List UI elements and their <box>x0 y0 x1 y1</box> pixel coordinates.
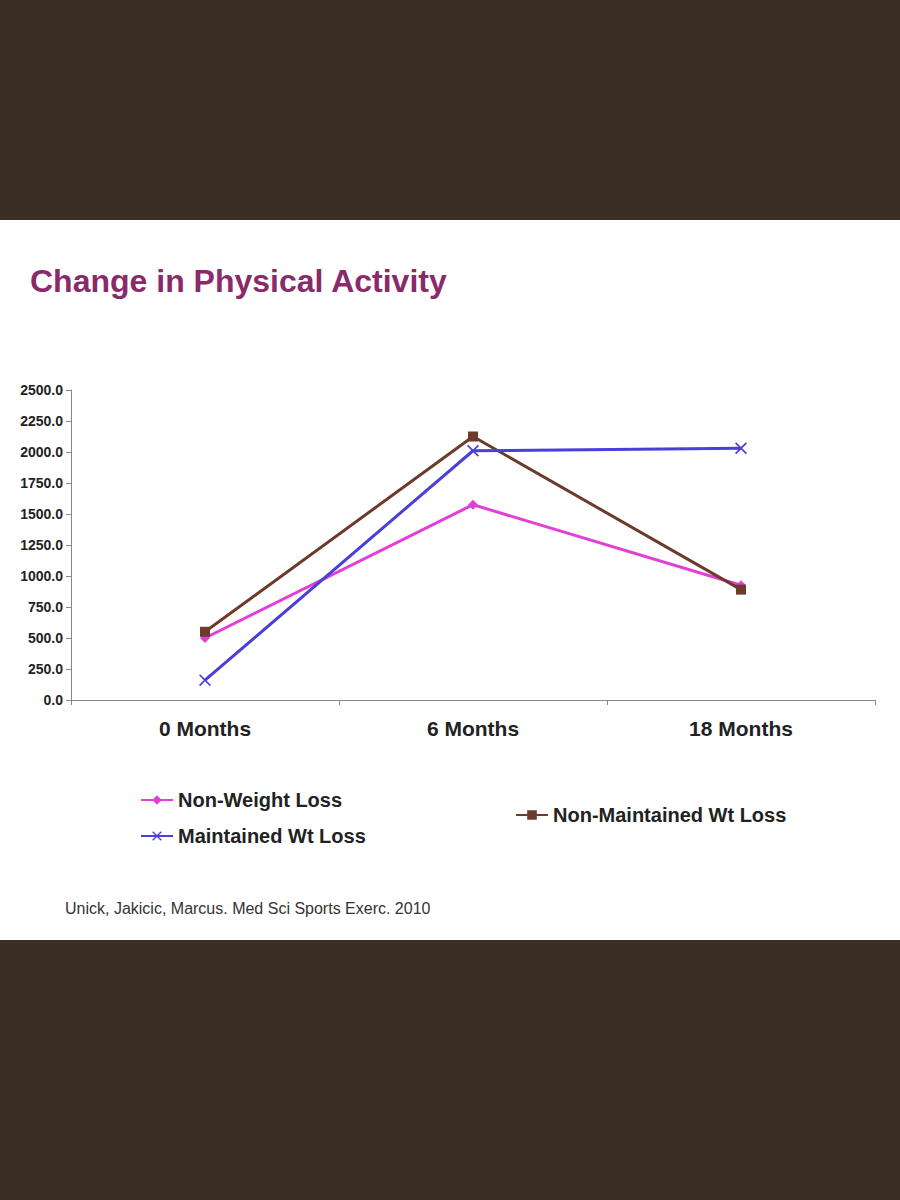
svg-text:18 Months: 18 Months <box>689 717 793 740</box>
svg-text:Unick, Jakicic, Marcus. Med Sc: Unick, Jakicic, Marcus. Med Sci Sports E… <box>65 900 431 917</box>
svg-text:1500.0: 1500.0 <box>20 506 63 522</box>
svg-text:0.0: 0.0 <box>44 692 64 708</box>
svg-text:1000.0: 1000.0 <box>20 568 63 584</box>
svg-text:750.0: 750.0 <box>28 599 63 615</box>
svg-text:Non-Maintained Wt Loss: Non-Maintained Wt Loss <box>553 804 786 826</box>
svg-text:500.0: 500.0 <box>28 630 63 646</box>
svg-text:Non-Weight Loss: Non-Weight Loss <box>178 789 342 811</box>
svg-text:2500.0: 2500.0 <box>20 382 63 398</box>
svg-text:2250.0: 2250.0 <box>20 413 63 429</box>
svg-text:0 Months: 0 Months <box>159 717 251 740</box>
svg-text:2000.0: 2000.0 <box>20 444 63 460</box>
svg-text:1250.0: 1250.0 <box>20 537 63 553</box>
svg-text:Maintained Wt Loss: Maintained Wt Loss <box>178 825 366 847</box>
svg-text:1750.0: 1750.0 <box>20 475 63 491</box>
svg-text:6 Months: 6 Months <box>427 717 519 740</box>
svg-text:Change in Physical Activity: Change in Physical Activity <box>30 263 447 299</box>
svg-text:250.0: 250.0 <box>28 661 63 677</box>
